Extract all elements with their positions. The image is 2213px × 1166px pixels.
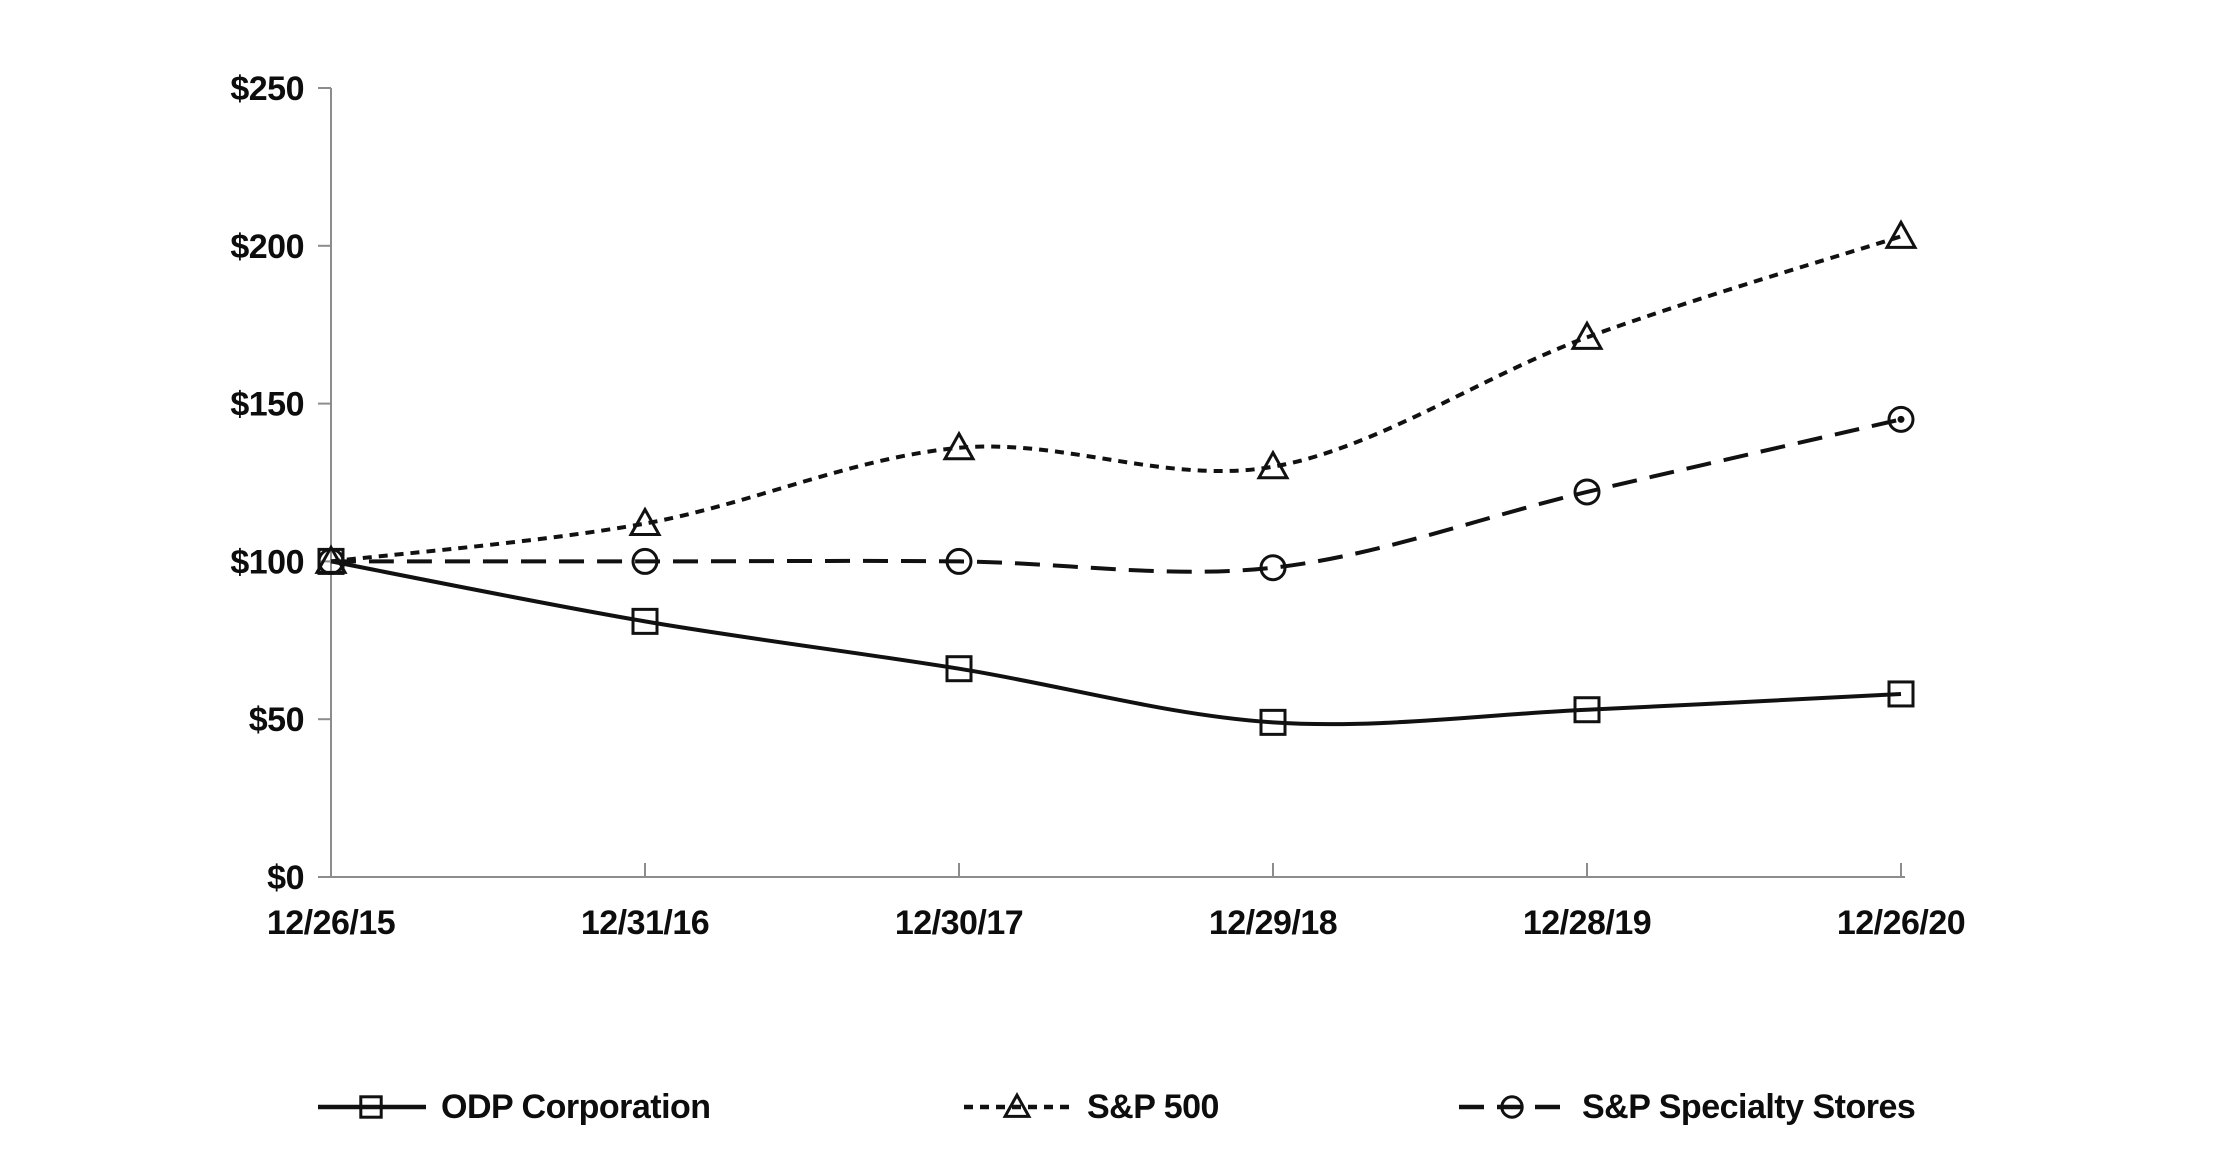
marker-circle — [1887, 405, 1915, 433]
legend-marker-circle — [1500, 1095, 1524, 1119]
marker-square — [631, 607, 659, 635]
marker-circle — [1259, 554, 1287, 582]
legend-item-sp-specialty-stores: S&P Specialty Stores — [1457, 1085, 1916, 1129]
marker-square — [1259, 708, 1287, 736]
x-axis-tick-label: 12/30/17 — [895, 904, 1023, 942]
y-axis-tick-label: $100 — [230, 543, 304, 581]
marker-circle-center-dot — [1897, 415, 1905, 423]
y-axis-tick-label: $0 — [267, 859, 304, 897]
marker-square — [945, 655, 973, 683]
x-axis-tick-label: 12/26/20 — [1837, 904, 1965, 942]
x-axis-tick-label: 12/28/19 — [1523, 904, 1651, 942]
legend-sample-dashed-circle — [1459, 1095, 1567, 1119]
x-axis-tick-label: 12/29/18 — [1209, 904, 1337, 942]
legend-label-sp-specialty-stores: S&P Specialty Stores — [1582, 1087, 1916, 1126]
legend-sample-dotted-triangle — [964, 1092, 1072, 1118]
y-axis-tick-label: $200 — [230, 228, 304, 266]
marker-circle — [1573, 478, 1601, 506]
y-axis-tick-label: $150 — [230, 386, 304, 424]
legend-marker-triangle — [1002, 1092, 1032, 1118]
marker-triangle — [942, 430, 976, 461]
series-line-square — [330, 559, 1902, 727]
marker-circle — [317, 547, 345, 575]
marker-triangle — [1884, 219, 1918, 249]
marker-triangle — [1570, 320, 1604, 350]
x-axis-tick-label: 12/26/15 — [267, 904, 395, 942]
legend-item-odp-corporation: ODP Corporation — [316, 1085, 711, 1129]
marker-square — [1887, 680, 1915, 708]
chart-legend: ODP Corporation S&P 500 S&P Specialty St… — [0, 1085, 2213, 1129]
marker-triangle — [628, 506, 662, 537]
marker-triangle — [1256, 449, 1290, 480]
y-axis-tick-label: $50 — [249, 701, 304, 739]
legend-item-sp500: S&P 500 — [962, 1085, 1219, 1129]
legend-sample-solid-square — [318, 1095, 426, 1119]
legend-label-odp-corporation: ODP Corporation — [441, 1087, 711, 1126]
marker-circle — [631, 547, 659, 575]
series-line-triangle — [330, 234, 1902, 564]
legend-label-sp500: S&P 500 — [1087, 1087, 1219, 1126]
marker-circle — [945, 547, 973, 575]
x-axis-tick-label: 12/31/16 — [581, 904, 709, 942]
y-axis-tick-label: $250 — [230, 70, 304, 108]
marker-square — [1573, 696, 1601, 724]
series-line-circle — [330, 417, 1902, 574]
legend-marker-square — [359, 1095, 383, 1119]
